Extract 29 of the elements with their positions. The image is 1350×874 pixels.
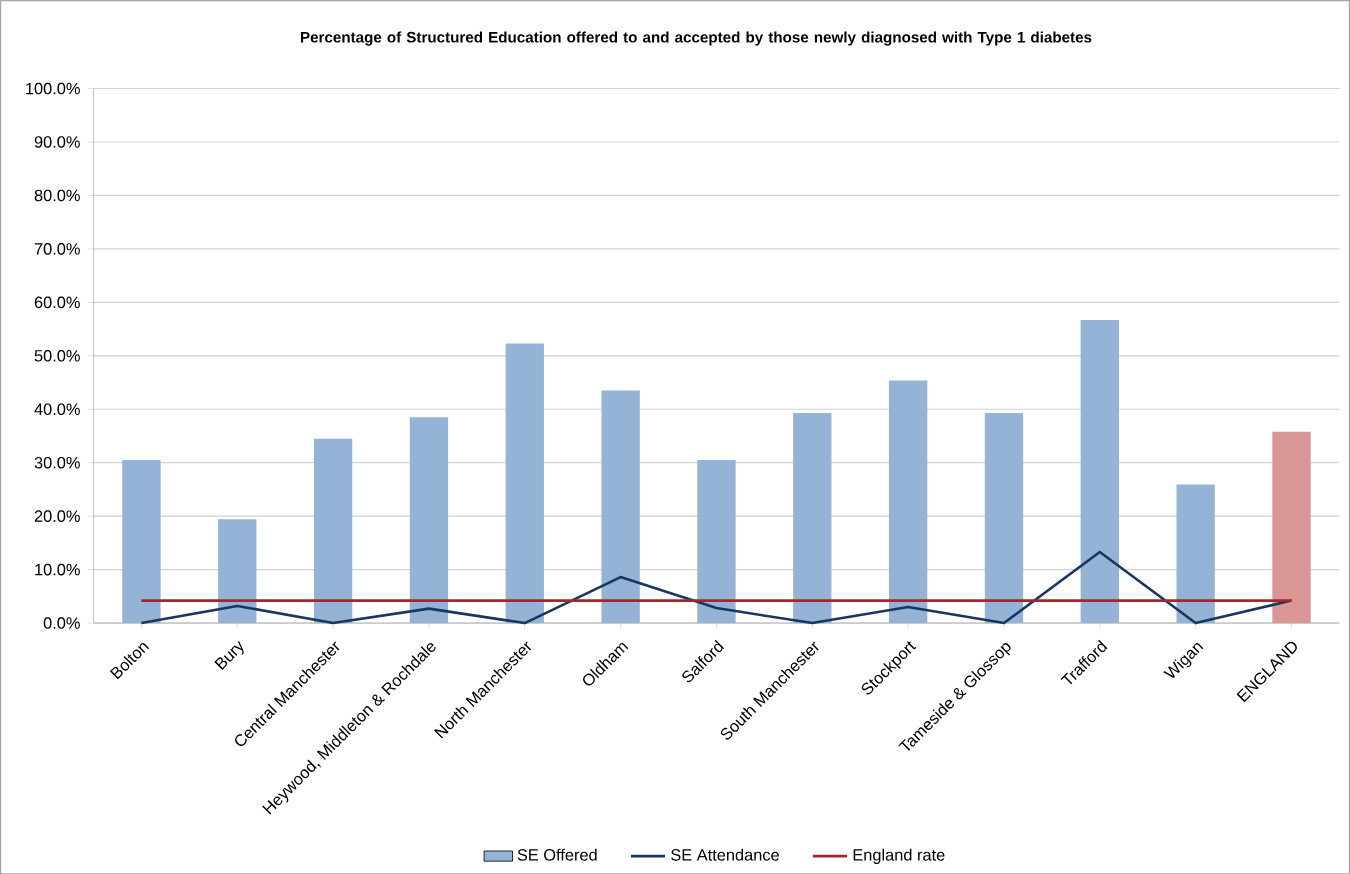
y-tick-label: 40.0% <box>34 403 80 415</box>
bar <box>601 390 640 623</box>
bar <box>409 417 449 623</box>
bar <box>1080 319 1119 623</box>
bar <box>984 412 1024 623</box>
legend-label: SE Attendance <box>671 848 779 861</box>
y-tick-label: 10.0% <box>35 563 80 576</box>
y-tick-label: 60.0% <box>34 296 80 308</box>
y-tick-label: 30.0% <box>34 456 80 469</box>
y-tick-label: 20.0% <box>34 510 80 522</box>
y-tick-label: 0.0% <box>43 617 80 629</box>
y-tick-label: 100.0% <box>26 82 80 95</box>
y-tick-label: 90.0% <box>34 135 80 148</box>
bar <box>1176 484 1215 623</box>
bar <box>793 412 832 623</box>
bar <box>313 438 353 623</box>
bar <box>218 519 257 623</box>
y-tick-label: 50.0% <box>34 349 80 362</box>
legend-label: England rate <box>853 848 945 864</box>
bar <box>697 459 736 623</box>
y-tick-label: 80.0% <box>34 189 80 202</box>
bar <box>505 343 544 623</box>
y-tick-label: 70.0% <box>34 242 80 255</box>
bar <box>888 380 928 623</box>
bar <box>1272 431 1311 623</box>
chart-title: Percentage of Structured Education offered to and accepted by those newly diagnosed with Type 1 diabetes <box>300 31 1092 46</box>
legend-label: SE Offered <box>517 848 597 861</box>
line-series <box>140 550 1293 625</box>
bar <box>122 459 161 623</box>
